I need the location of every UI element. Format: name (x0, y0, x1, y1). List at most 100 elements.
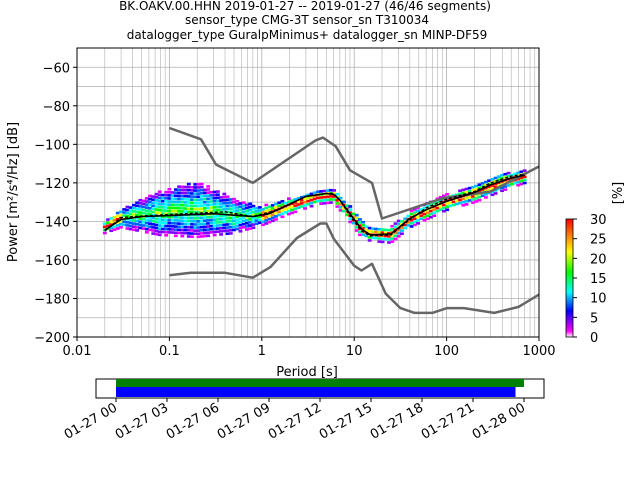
psd-cell (157, 224, 162, 227)
psd-cell (348, 211, 353, 214)
psd-cell (451, 200, 456, 204)
psd-cell (119, 213, 123, 217)
psd-cell (128, 221, 133, 225)
psd-cell (435, 206, 440, 210)
x-tick-label: 1000 (522, 344, 555, 359)
psd-cell (461, 191, 466, 195)
psd-cell (509, 183, 514, 186)
psd-cell (442, 194, 446, 198)
timeline-tick-label: 01-27 15 (317, 400, 375, 442)
psd-cell (412, 223, 417, 227)
psd-cell (112, 225, 117, 228)
psd-cell (425, 214, 430, 217)
psd-cell (496, 175, 501, 178)
psd-cell (148, 216, 152, 219)
psd-cell (261, 220, 265, 224)
psd-cell (280, 200, 285, 203)
psd-cell (325, 195, 330, 199)
psd-cell (222, 211, 227, 214)
psd-cell (173, 225, 178, 228)
psd-cell (325, 189, 330, 192)
psd-cell (312, 191, 317, 195)
psd-cell (354, 226, 359, 229)
psd-cell (487, 188, 492, 192)
psd-cell (280, 209, 285, 212)
psd-cell (196, 195, 201, 199)
psd-cell (241, 213, 246, 217)
colorbar-tick-label: 25 (590, 233, 607, 248)
psd-cell (157, 193, 162, 197)
psd-cell (235, 218, 240, 222)
psd-cell (115, 211, 120, 215)
psd-cell (157, 211, 162, 215)
psd-cell (151, 216, 156, 220)
psd-cell (396, 219, 401, 223)
psd-cell (212, 190, 217, 194)
psd-cell (196, 183, 201, 186)
psd-cell (199, 232, 204, 235)
psd-cell (170, 218, 175, 222)
colorbar-label: [%] (611, 182, 626, 205)
psd-cell (203, 222, 207, 226)
psd-cell (170, 197, 175, 200)
psd-cell (144, 203, 149, 206)
psd-cell (261, 208, 265, 211)
psd-cell (199, 228, 204, 232)
psd-cell (416, 206, 421, 210)
psd-cell (316, 199, 320, 203)
psd-plot-area: 0.01 0.1 1 10 100 1000 −60 −80 −100 −120 −140 −160… (34, 47, 556, 359)
psd-cell (212, 215, 217, 218)
psd-cell (238, 211, 243, 215)
psd-cell (267, 208, 272, 212)
psd-cell (322, 189, 327, 193)
psd-cell (196, 220, 201, 223)
psd-cell (151, 195, 156, 198)
psd-cell (238, 208, 243, 211)
psd-cell (135, 216, 140, 220)
psd-cell (299, 195, 304, 199)
psd-cell (190, 192, 194, 195)
psd-cell (335, 205, 340, 208)
psd-cell (212, 230, 217, 234)
x-tick-label: 1 (258, 344, 266, 359)
psd-cell (228, 219, 233, 223)
psd-cell (167, 187, 172, 191)
psd-cell (335, 202, 340, 205)
psd-cell (370, 236, 375, 240)
psd-cell (215, 227, 220, 230)
psd-cell (396, 222, 401, 226)
psd-cell (154, 232, 159, 236)
psd-cell (199, 182, 204, 186)
psd-cell (445, 208, 450, 212)
psd-cell (193, 204, 198, 208)
psd-cell (257, 212, 262, 215)
psd-cell (303, 207, 307, 210)
psd-cell (422, 219, 427, 222)
psd-cell (112, 215, 117, 219)
psd-cell (341, 206, 346, 210)
psd-cell (186, 229, 191, 232)
psd-cell (157, 218, 162, 221)
psd-cell (222, 220, 227, 224)
psd-cell (464, 203, 469, 206)
psd-cell (296, 206, 301, 209)
title-line-3: datalogger_type GuralpMinimus+ datalogge… (127, 28, 488, 42)
psd-cell (144, 231, 149, 234)
psd-cell (138, 220, 143, 224)
psd-cell (177, 231, 182, 235)
psd-cell (173, 215, 178, 219)
psd-cell (193, 183, 198, 186)
psd-cell (374, 230, 379, 234)
psd-cell (493, 182, 498, 186)
psd-cell (183, 185, 188, 189)
title-line-1: BK.OAKV.00.HHN 2019-01-27 -- 2019-01-27 … (119, 0, 491, 13)
psd-cell (203, 225, 207, 229)
psd-cell (212, 196, 217, 200)
psd-cell (122, 223, 127, 227)
psd-cell (429, 203, 433, 207)
psd-cell (206, 225, 211, 228)
psd-cell (245, 212, 249, 216)
psd-cell (228, 198, 233, 201)
psd-cell (219, 214, 224, 218)
